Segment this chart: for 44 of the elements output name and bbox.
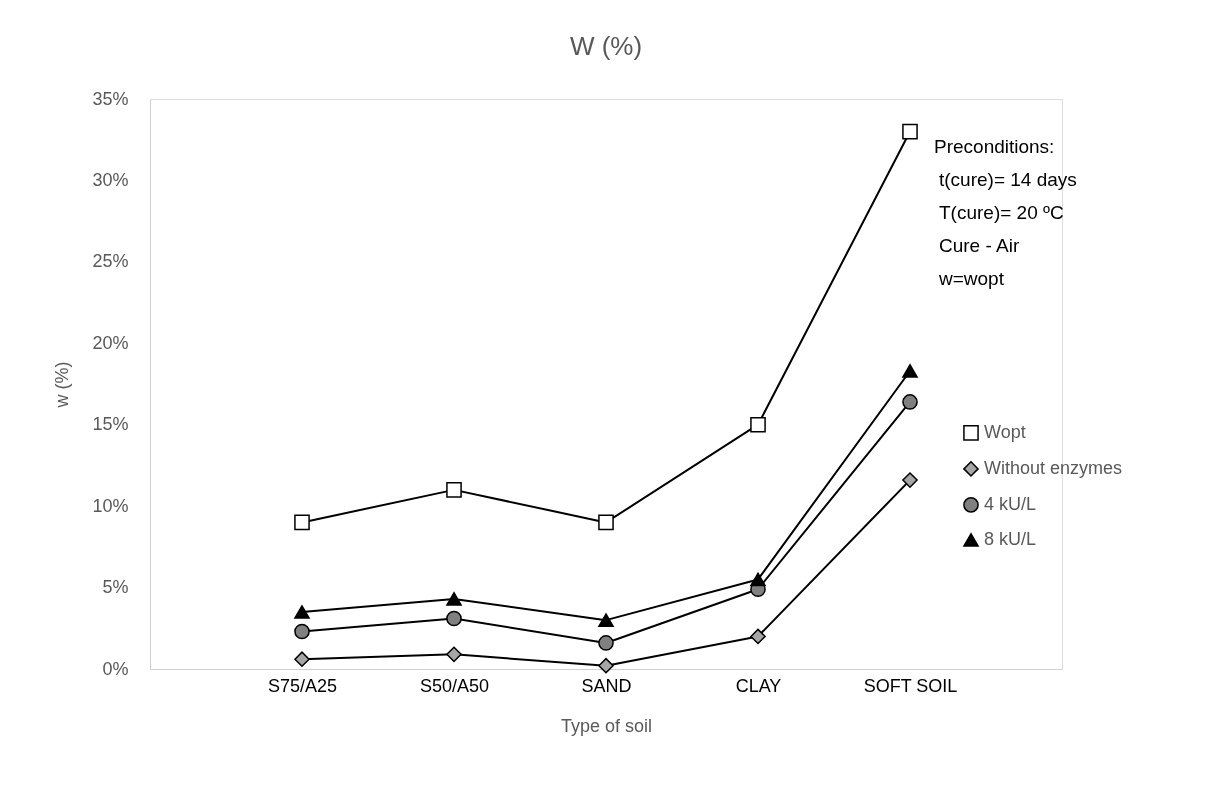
annotation: T(cure)= 20 ºC [939,202,1064,223]
annotation: t(cure)= 14 days [939,169,1077,190]
point [294,651,310,668]
point [446,610,462,627]
legend-label: 8 kU/L [984,528,1037,549]
point [294,623,310,640]
y-tick-label: 35% [92,88,129,109]
annotation: Preconditions: [934,136,1055,157]
x-axis-title: Type of soil [560,715,653,736]
y-tick-label: 20% [92,332,129,353]
y-axis-title: w (%) [52,361,73,409]
chart-title: W (%) [569,31,643,61]
x-tick-label: S75/A25 [267,675,338,696]
point [902,123,918,140]
point [902,472,918,488]
legend-label: 4 kU/L [984,493,1037,514]
point [902,394,918,410]
legend-label: Wopt [984,421,1026,442]
annotation: Cure - Air [939,235,1020,256]
x-tick-label: CLAY [735,675,782,696]
point [598,635,614,651]
y-tick-label: 10% [92,495,129,516]
point [750,572,766,587]
point [446,592,462,606]
point [598,657,614,674]
point [750,628,766,645]
point [598,613,614,628]
point [446,482,462,498]
annotation: w=wopt [938,268,1005,289]
y-tick-label: 5% [102,577,129,598]
point [902,364,918,378]
point [750,416,766,433]
point [294,514,310,531]
y-tick-label: 25% [92,251,129,272]
y-tick-label: 15% [92,414,129,435]
point [446,646,462,663]
x-tick-label: S50/A50 [419,675,490,696]
x-tick-label: SAND [581,675,632,696]
x-tick-label: SOFT SOIL [863,675,958,696]
y-tick-label: 30% [92,169,129,190]
legend-label: Without enzymes [984,457,1123,478]
point [598,514,614,531]
point [294,605,310,619]
y-tick-label: 0% [102,658,129,679]
